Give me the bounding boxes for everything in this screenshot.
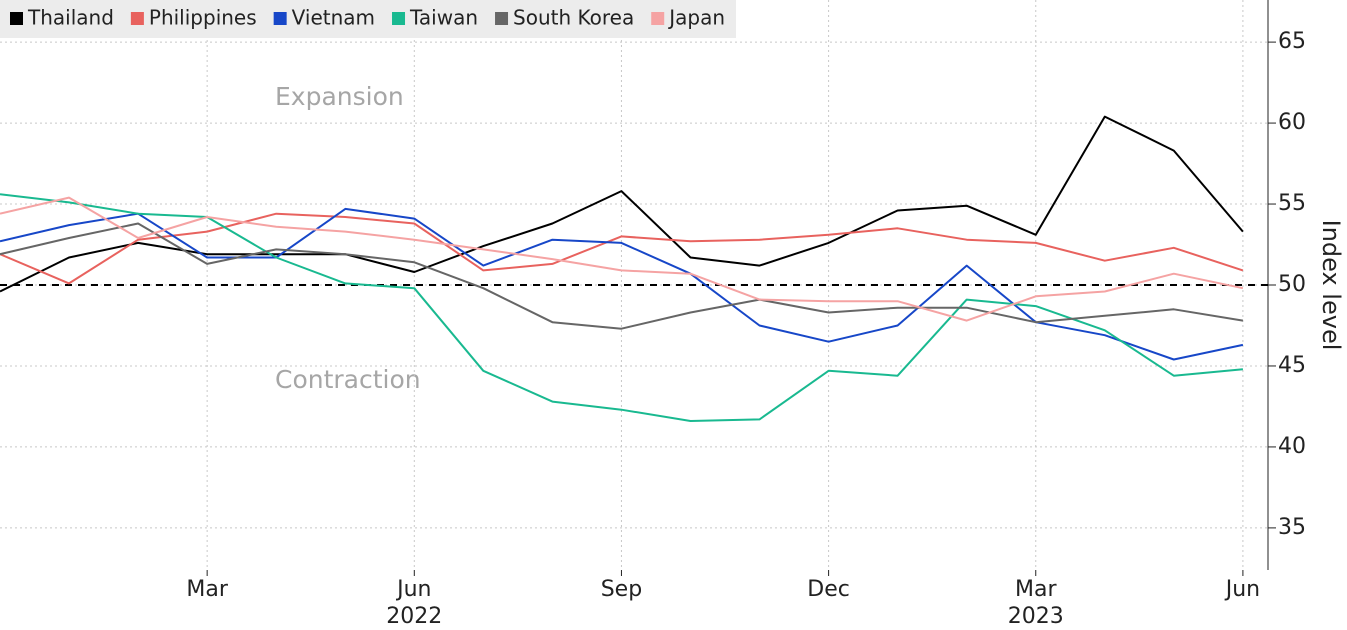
legend-label: Philippines — [149, 6, 257, 30]
legend-swatch — [495, 12, 509, 25]
legend-swatch — [273, 12, 287, 25]
y-tick-label: 40 — [1278, 434, 1306, 459]
legend-background — [0, 0, 736, 38]
y-tick-label: 45 — [1278, 353, 1306, 378]
y-tick-label: 35 — [1278, 515, 1306, 540]
legend-label: Japan — [667, 6, 725, 30]
x-tick-label: Mar — [186, 577, 228, 602]
grid — [0, 0, 1268, 570]
series-line — [0, 212, 1244, 285]
y-tick-label: 60 — [1278, 110, 1306, 135]
x-group-label: 2022 — [386, 604, 442, 629]
x-tick-label: Sep — [601, 577, 642, 602]
y-tick-label: 50 — [1278, 272, 1306, 297]
y-axis-label: Index level — [1317, 220, 1345, 351]
x-group-label: 2023 — [1008, 604, 1064, 629]
series-line — [0, 115, 1244, 293]
annotation: Expansion — [275, 82, 404, 111]
legend-swatch — [10, 12, 23, 25]
y-tick-label: 55 — [1278, 191, 1306, 216]
x-tick-label: Dec — [807, 577, 850, 602]
annotation: Contraction — [275, 365, 421, 394]
series-line — [0, 196, 1244, 322]
series-line — [0, 222, 1244, 330]
legend-label: Vietnam — [292, 6, 375, 30]
x-tick-label: Jun — [1224, 577, 1260, 602]
legend-label: Taiwan — [409, 6, 478, 30]
legend-label: South Korea — [513, 6, 634, 30]
legend-label: Thailand — [27, 6, 114, 30]
x-tick-label: Jun — [395, 577, 431, 602]
legend-swatch — [130, 12, 144, 25]
x-tick-label: Mar — [1015, 577, 1057, 602]
legend: Thailand Philippines Vietnam Taiwan South Ko… — [0, 0, 736, 38]
y-tick-label: 65 — [1278, 29, 1306, 54]
legend-swatch — [392, 12, 406, 25]
legend-swatch — [651, 12, 665, 25]
